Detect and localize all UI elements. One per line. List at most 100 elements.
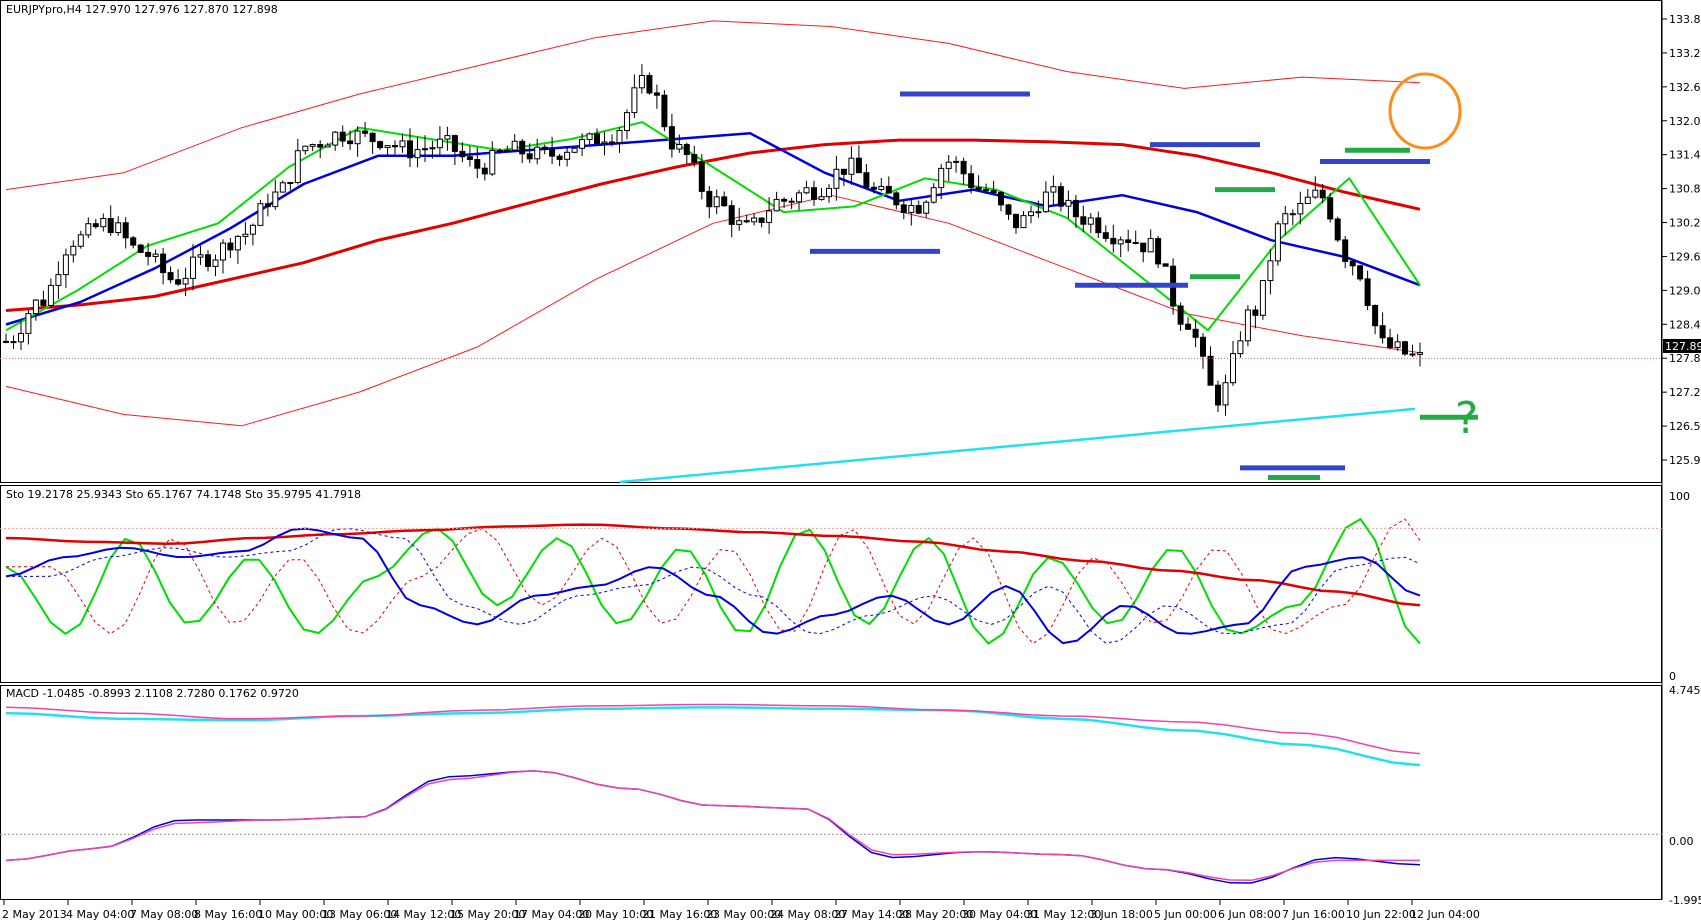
candle-body <box>1095 217 1102 234</box>
candle-body <box>1327 197 1334 220</box>
macd-tick-label: 0.00 <box>1669 835 1694 848</box>
candle-body <box>70 245 77 256</box>
candle-body <box>594 133 600 144</box>
candle-body <box>1230 353 1236 384</box>
question-mark-annotation: ? <box>1455 393 1478 444</box>
candle-body <box>1312 189 1319 198</box>
candle-body <box>332 131 339 146</box>
candle-body <box>758 217 765 223</box>
price-tick-label: 131.440 <box>1669 149 1701 162</box>
candle-body <box>62 254 69 276</box>
price-tick-label: 130.825 <box>1669 183 1701 196</box>
candle-body <box>998 192 1004 206</box>
candle-body <box>1349 260 1356 267</box>
candle-body <box>945 161 952 169</box>
candle-body <box>571 147 578 153</box>
candle-body <box>47 284 54 306</box>
candle-body <box>751 217 758 223</box>
price-series-bb-outer-lower-red <box>5 194 1421 427</box>
candle-body <box>1102 232 1109 239</box>
price-tick-label: 132.640 <box>1669 81 1701 94</box>
price-tick-label: 128.410 <box>1669 318 1701 331</box>
candle-body <box>407 140 413 159</box>
candle-body <box>766 210 773 223</box>
macd-lines <box>0 703 1662 884</box>
candle-body <box>1087 217 1094 225</box>
candle-body <box>1215 384 1221 406</box>
candle-body <box>77 234 84 247</box>
candle-body <box>197 254 204 258</box>
candle-body <box>1155 238 1162 265</box>
time-tick-label: 7 Jun 16:00 <box>1282 908 1345 921</box>
candle-body <box>1125 239 1132 243</box>
candle-body <box>833 168 840 189</box>
time-tick-label: 13 May 06:00 <box>322 908 397 921</box>
candle-body <box>205 254 211 267</box>
candle-body <box>1028 211 1034 217</box>
candle-body <box>354 130 361 145</box>
candle-body <box>968 173 975 188</box>
candle-body <box>983 189 990 192</box>
time-tick-label: 2 May 2013 <box>2 908 67 921</box>
candle-body <box>818 196 825 200</box>
candle-body <box>1409 353 1416 356</box>
time-tick-label: 24 May 08:00 <box>770 908 845 921</box>
candle-body <box>728 205 735 225</box>
candle-body <box>1334 218 1341 241</box>
candle-body <box>885 185 892 194</box>
candle-body <box>279 182 286 193</box>
candle-body <box>474 159 481 169</box>
candle-body <box>384 145 391 149</box>
candle-body <box>489 150 496 175</box>
candle-body <box>1005 204 1012 215</box>
candle-body <box>92 223 99 228</box>
candle-body <box>1057 186 1064 207</box>
candle-body <box>601 141 608 144</box>
candle-body <box>122 222 129 239</box>
candle-body <box>848 157 855 175</box>
candle-body <box>100 218 107 228</box>
candle-body <box>1342 239 1349 262</box>
time-tick-label: 23 May 00:00 <box>706 908 781 921</box>
candle-body <box>422 148 428 151</box>
candle-body <box>1222 382 1229 406</box>
candle-body <box>3 340 9 343</box>
candle-body <box>519 140 526 155</box>
candle-body <box>257 203 264 226</box>
candle-body <box>1402 341 1408 355</box>
candle-body <box>294 150 301 183</box>
candle-body <box>773 198 780 212</box>
time-tick-label: 8 May 16:00 <box>194 908 262 921</box>
candle-body <box>1192 328 1199 338</box>
stochastic-green-line <box>5 518 1421 645</box>
annotation-layer <box>0 72 1662 480</box>
time-tick-label: 15 May 20:00 <box>450 908 525 921</box>
candle-body <box>85 223 92 236</box>
price-indicator-lines <box>5 20 1421 484</box>
candle-body <box>736 220 743 225</box>
candle-body <box>549 148 556 157</box>
candle-body <box>1289 213 1296 216</box>
candle-body <box>466 156 473 160</box>
candle-body <box>160 253 167 274</box>
candle-body <box>220 242 226 261</box>
time-tick-label: 30 May 04:00 <box>962 908 1037 921</box>
time-tick-label: 5 Jun 00:00 <box>1154 908 1217 921</box>
candle-body <box>309 144 316 147</box>
candle-body <box>1042 191 1049 213</box>
candle-body <box>721 196 728 207</box>
candle-body <box>369 132 376 143</box>
candle-body <box>676 144 683 150</box>
macd-pane-title: MACD -1.0485 -0.8993 2.1108 2.7280 0.176… <box>6 687 299 700</box>
candle-body <box>459 150 466 158</box>
candle-body <box>706 190 713 208</box>
last-price-label: 127.898 <box>1665 340 1701 353</box>
price-series-ma-fast-green <box>5 121 1421 332</box>
axes-layer: 133.855 133.240 132.640 132.040 131.440 130.8… <box>2 13 1701 921</box>
candle-body <box>1282 213 1289 225</box>
candle-body <box>107 218 114 233</box>
price-tick-label: 133.855 <box>1669 13 1701 26</box>
candle-body <box>990 190 997 193</box>
candle-body <box>1394 341 1401 348</box>
candle-body <box>1072 199 1079 218</box>
